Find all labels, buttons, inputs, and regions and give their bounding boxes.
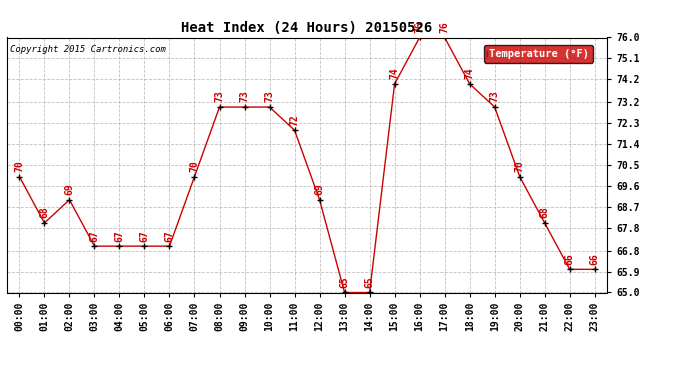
Text: 76: 76 <box>415 21 424 33</box>
Text: 76: 76 <box>440 21 450 33</box>
Text: 66: 66 <box>590 253 600 265</box>
Text: 70: 70 <box>14 160 24 172</box>
Text: 72: 72 <box>290 114 299 126</box>
Text: 67: 67 <box>90 230 99 242</box>
Text: 65: 65 <box>339 276 350 288</box>
Text: 68: 68 <box>39 207 50 218</box>
Text: 67: 67 <box>115 230 124 242</box>
Text: 67: 67 <box>164 230 175 242</box>
Text: 73: 73 <box>215 91 224 102</box>
Text: 73: 73 <box>264 91 275 102</box>
Text: 73: 73 <box>490 91 500 102</box>
Text: 70: 70 <box>515 160 524 172</box>
Text: 69: 69 <box>64 183 75 195</box>
Text: 66: 66 <box>564 253 575 265</box>
Text: 74: 74 <box>390 68 400 79</box>
Text: 73: 73 <box>239 91 250 102</box>
Text: 70: 70 <box>190 160 199 172</box>
Legend: Temperature (°F): Temperature (°F) <box>484 45 593 63</box>
Text: 65: 65 <box>364 276 375 288</box>
Text: 74: 74 <box>464 68 475 79</box>
Text: 68: 68 <box>540 207 550 218</box>
Text: 67: 67 <box>139 230 150 242</box>
Title: Heat Index (24 Hours) 20150526: Heat Index (24 Hours) 20150526 <box>181 21 433 35</box>
Text: Copyright 2015 Cartronics.com: Copyright 2015 Cartronics.com <box>10 45 166 54</box>
Text: 69: 69 <box>315 183 324 195</box>
